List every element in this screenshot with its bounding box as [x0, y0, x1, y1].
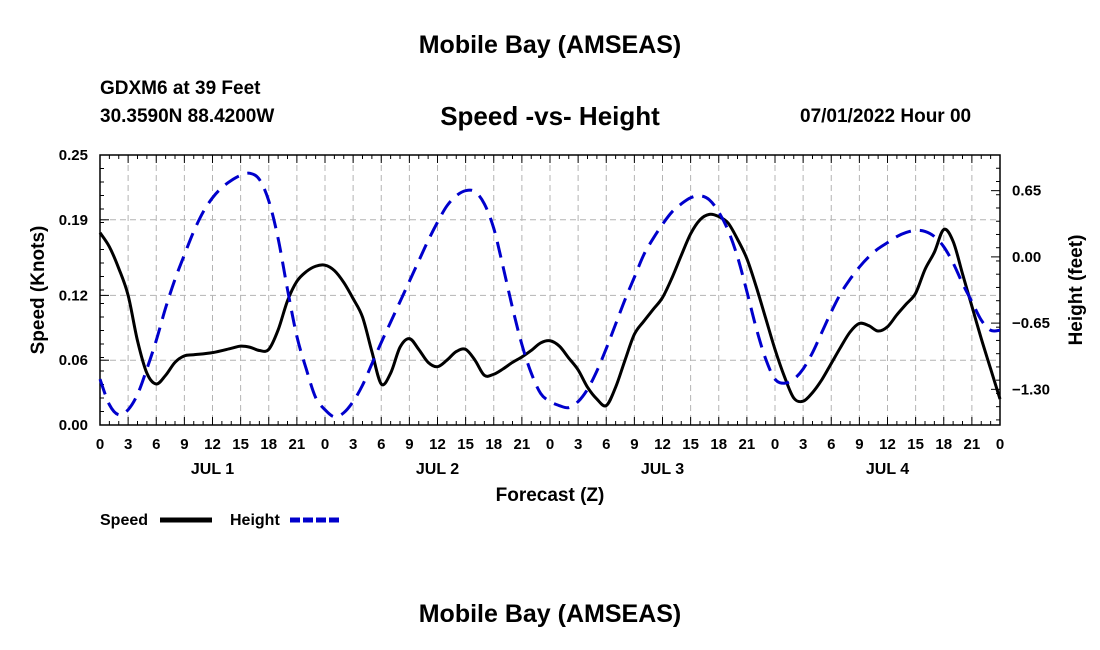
x-tick-label: 15: [682, 436, 699, 453]
x-tick-label: 12: [204, 436, 221, 453]
day-label: JUL 3: [641, 461, 684, 478]
station-label: GDXM6 at 39 Feet: [100, 78, 261, 99]
x-tick-label: 15: [907, 436, 924, 453]
day-label: JUL 1: [191, 461, 234, 478]
x-tick-label: 6: [377, 436, 385, 453]
y-tick-label: 0.25: [59, 147, 88, 164]
x-tick-label: 9: [855, 436, 863, 453]
forecast-datetime: 07/01/2022 Hour 00: [800, 106, 972, 127]
x-tick-label: 18: [710, 436, 727, 453]
x-tick-label: 6: [827, 436, 835, 453]
x-tick-label: 21: [964, 436, 981, 453]
legend-speed-label: Speed: [100, 512, 148, 529]
x-tick-label: 0: [996, 436, 1004, 453]
bottom-title: Mobile Bay (AMSEAS): [418, 600, 682, 628]
day-label: JUL 2: [416, 461, 459, 478]
x-tick-label: 12: [429, 436, 446, 453]
legend-height-label: Height: [230, 512, 280, 529]
axis-labels: 0 3 6 9 12 15 18 21 0 3 6 9 12 15 18 21 0 3 6 9 12 15 18 21 0 3 6 9…: [28, 147, 1087, 506]
legend: Speed Height: [100, 512, 342, 529]
y-tick-label: 0.19: [59, 212, 88, 229]
height-series-line: [98, 171, 1001, 419]
x-tick-label: 6: [152, 436, 160, 453]
y2-axis-title: Height (feet): [1066, 235, 1087, 346]
x-tick-label: 9: [630, 436, 638, 453]
x-tick-label: 18: [260, 436, 277, 453]
x-tick-label: 0: [96, 436, 104, 453]
x-tick-label: 9: [405, 436, 413, 453]
y-tick-label: 0.00: [59, 417, 88, 434]
x-tick-label: 0: [771, 436, 779, 453]
x-tick-label: 18: [485, 436, 502, 453]
x-tick-label: 6: [602, 436, 610, 453]
y2-tick-label: 0.00: [1012, 249, 1041, 266]
y-axis-title: Speed (Knots): [28, 226, 49, 355]
main-title: Mobile Bay (AMSEAS): [418, 31, 682, 59]
coordinates-label: 30.3590N 88.4200W: [100, 106, 275, 127]
speed-series-line: [98, 212, 1002, 408]
y2-tick-label: 0.65: [1012, 183, 1041, 200]
x-tick-label: 12: [654, 436, 671, 453]
x-tick-label: 3: [124, 436, 132, 453]
x-tick-label: 3: [349, 436, 357, 453]
x-tick-label: 3: [799, 436, 807, 453]
x-tick-label: 15: [457, 436, 474, 453]
x-axis-title: Forecast (Z): [496, 485, 605, 506]
x-tick-label: 12: [879, 436, 896, 453]
x-tick-label: 9: [180, 436, 188, 453]
y2-tick-label: −1.30: [1012, 381, 1050, 398]
y2-tick-label: −0.65: [1012, 315, 1050, 332]
series: [98, 171, 1002, 419]
x-tick-label: 0: [321, 436, 329, 453]
x-tick-label: 3: [574, 436, 582, 453]
x-tick-label: 21: [289, 436, 306, 453]
chart-title: Speed -vs- Height: [440, 101, 660, 131]
y-tick-label: 0.06: [59, 352, 88, 369]
x-tick-label: 18: [935, 436, 952, 453]
y-tick-label: 0.12: [59, 287, 88, 304]
x-tick-label: 15: [232, 436, 249, 453]
axis-ticks: [99, 154, 1001, 426]
day-label: JUL 4: [866, 461, 909, 478]
x-tick-label: 21: [739, 436, 756, 453]
grid: [100, 155, 1000, 425]
x-tick-label: 21: [514, 436, 531, 453]
x-tick-label: 0: [546, 436, 554, 453]
